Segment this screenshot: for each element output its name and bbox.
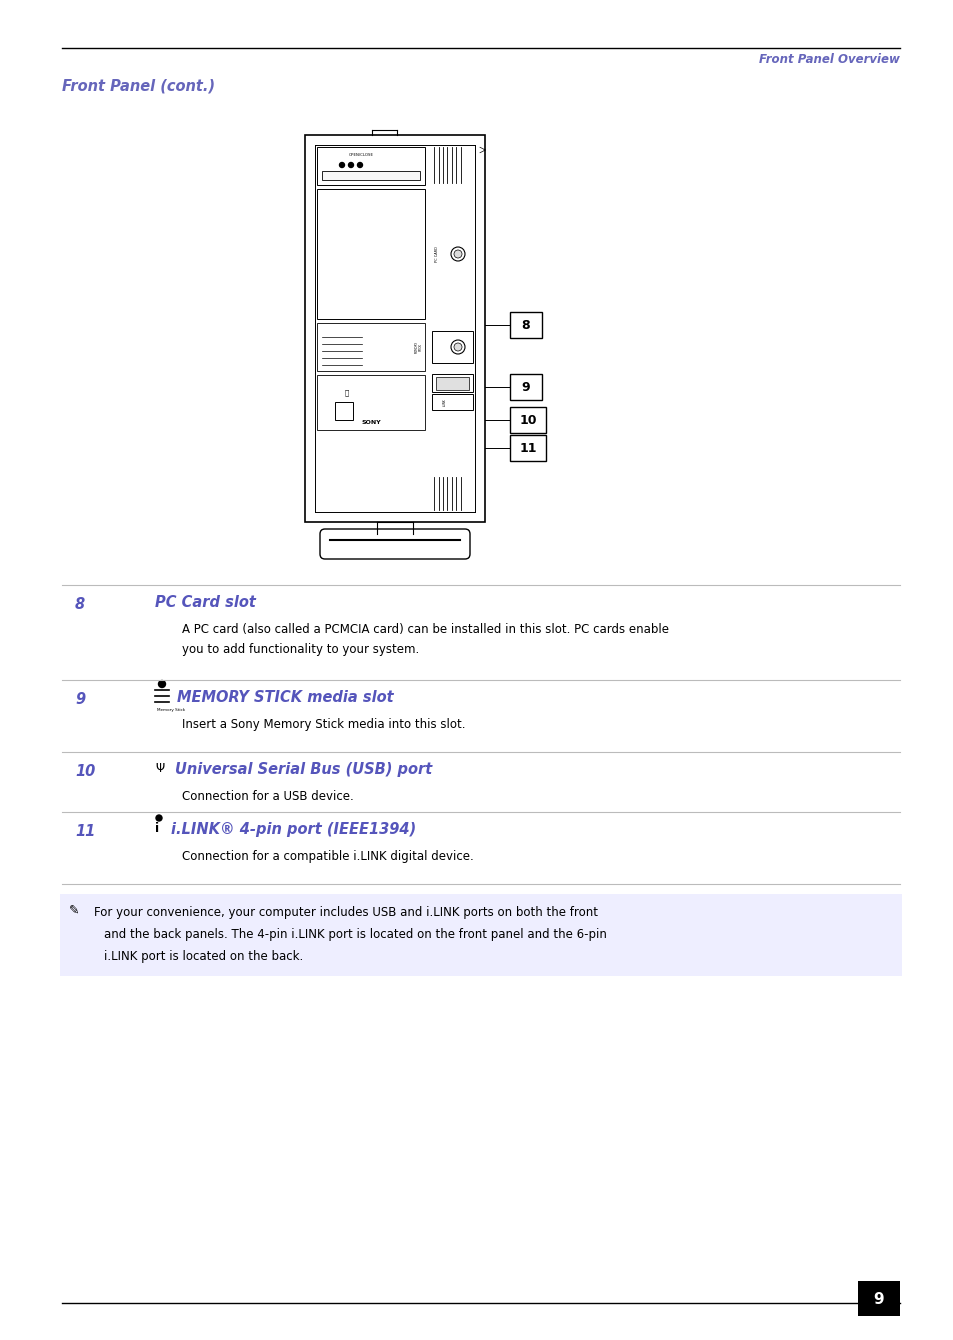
Circle shape	[158, 681, 165, 687]
Bar	[316, 375, 424, 430]
Text: PC CARD: PC CARD	[435, 247, 438, 261]
Text: and the back panels. The 4-pin i.LINK port is located on the front panel and the: and the back panels. The 4-pin i.LINK po…	[104, 929, 606, 941]
Text: A PC card (also called a PCMCIA card) can be installed in this slot. PC cards en: A PC card (also called a PCMCIA card) ca…	[182, 623, 668, 636]
Text: MEMORY
STICK: MEMORY STICK	[415, 340, 423, 352]
Bar	[316, 189, 424, 319]
Bar	[510, 374, 541, 401]
FancyBboxPatch shape	[319, 529, 470, 559]
Bar	[432, 374, 473, 393]
Bar	[510, 312, 541, 338]
Text: SONY: SONY	[361, 419, 380, 425]
Text: Memory Stick: Memory Stick	[157, 708, 185, 712]
Circle shape	[451, 340, 464, 354]
Circle shape	[451, 247, 464, 261]
Text: 9: 9	[521, 381, 530, 394]
Circle shape	[454, 343, 461, 351]
Text: 11: 11	[518, 441, 537, 454]
Text: 8: 8	[75, 598, 85, 612]
Bar	[316, 147, 424, 185]
Bar	[436, 377, 469, 390]
Text: i.LINK: i.LINK	[442, 398, 447, 406]
Circle shape	[348, 162, 354, 168]
Bar	[335, 402, 353, 419]
Text: OPEN/CLOSE: OPEN/CLOSE	[348, 153, 374, 157]
Text: i: i	[154, 821, 159, 835]
Text: MEMORY STICK media slot: MEMORY STICK media slot	[177, 690, 394, 705]
Circle shape	[156, 815, 162, 821]
Text: 9: 9	[873, 1292, 883, 1306]
Text: Universal Serial Bus (USB) port: Universal Serial Bus (USB) port	[174, 762, 432, 777]
Text: 10: 10	[518, 414, 537, 426]
Text: Front Panel (cont.): Front Panel (cont.)	[62, 78, 214, 92]
Bar	[305, 135, 484, 523]
Text: Front Panel Overview: Front Panel Overview	[759, 54, 899, 66]
Circle shape	[357, 162, 362, 168]
Bar	[510, 407, 545, 433]
Bar	[322, 172, 419, 180]
Bar	[857, 1281, 899, 1316]
Text: i.LINK® 4-pin port (IEEE1394): i.LINK® 4-pin port (IEEE1394)	[171, 821, 416, 838]
Text: PC Card slot: PC Card slot	[154, 595, 255, 610]
FancyBboxPatch shape	[60, 894, 901, 976]
Text: Connection for a USB device.: Connection for a USB device.	[182, 791, 354, 803]
Text: Insert a Sony Memory Stick media into this slot.: Insert a Sony Memory Stick media into th…	[182, 718, 465, 732]
Text: Connection for a compatible i.LINK digital device.: Connection for a compatible i.LINK digit…	[182, 850, 474, 863]
Text: you to add functionality to your system.: you to add functionality to your system.	[182, 643, 418, 657]
Text: ✎: ✎	[69, 905, 79, 917]
Circle shape	[339, 162, 344, 168]
Circle shape	[454, 251, 461, 259]
Text: 9: 9	[75, 691, 85, 708]
Text: 10: 10	[75, 764, 95, 779]
Text: Ψ: Ψ	[154, 762, 164, 775]
Text: i.LINK port is located on the back.: i.LINK port is located on the back.	[104, 950, 303, 963]
Text: 8: 8	[521, 319, 530, 331]
Text: 11: 11	[75, 824, 95, 839]
Text: For your convenience, your computer includes USB and i.LINK ports on both the fr: For your convenience, your computer incl…	[94, 906, 598, 919]
Bar	[432, 394, 473, 410]
Bar	[510, 436, 545, 461]
Bar	[316, 323, 424, 371]
Text: ⏻: ⏻	[345, 390, 349, 397]
Bar	[432, 331, 473, 363]
